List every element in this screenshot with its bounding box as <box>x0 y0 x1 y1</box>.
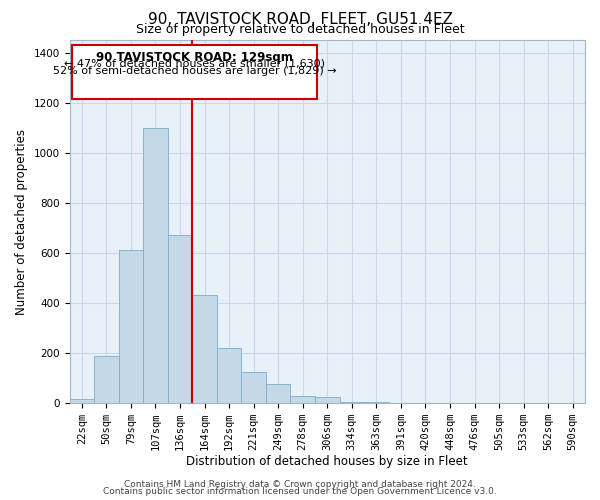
Bar <box>217 348 241 403</box>
Bar <box>94 356 119 403</box>
Text: Contains public sector information licensed under the Open Government Licence v3: Contains public sector information licen… <box>103 487 497 496</box>
Bar <box>192 296 217 403</box>
X-axis label: Distribution of detached houses by size in Fleet: Distribution of detached houses by size … <box>187 454 468 468</box>
Bar <box>70 400 94 403</box>
Bar <box>413 402 438 403</box>
Text: Size of property relative to detached houses in Fleet: Size of property relative to detached ho… <box>136 22 464 36</box>
Bar <box>143 128 168 403</box>
Bar <box>266 384 290 403</box>
Y-axis label: Number of detached properties: Number of detached properties <box>15 128 28 314</box>
Bar <box>340 402 364 403</box>
Text: Contains HM Land Registry data © Crown copyright and database right 2024.: Contains HM Land Registry data © Crown c… <box>124 480 476 489</box>
Text: 90 TAVISTOCK ROAD: 129sqm: 90 TAVISTOCK ROAD: 129sqm <box>96 50 293 64</box>
Bar <box>389 402 413 403</box>
Bar <box>241 372 266 403</box>
Text: 90, TAVISTOCK ROAD, FLEET, GU51 4EZ: 90, TAVISTOCK ROAD, FLEET, GU51 4EZ <box>148 12 452 28</box>
Bar <box>290 396 315 403</box>
Bar <box>364 402 389 403</box>
Bar <box>168 236 192 403</box>
Text: 52% of semi-detached houses are larger (1,829) →: 52% of semi-detached houses are larger (… <box>53 66 337 76</box>
Text: ← 47% of detached houses are smaller (1,630): ← 47% of detached houses are smaller (1,… <box>64 59 325 69</box>
FancyBboxPatch shape <box>72 45 317 99</box>
Bar <box>315 397 340 403</box>
Bar <box>119 250 143 403</box>
